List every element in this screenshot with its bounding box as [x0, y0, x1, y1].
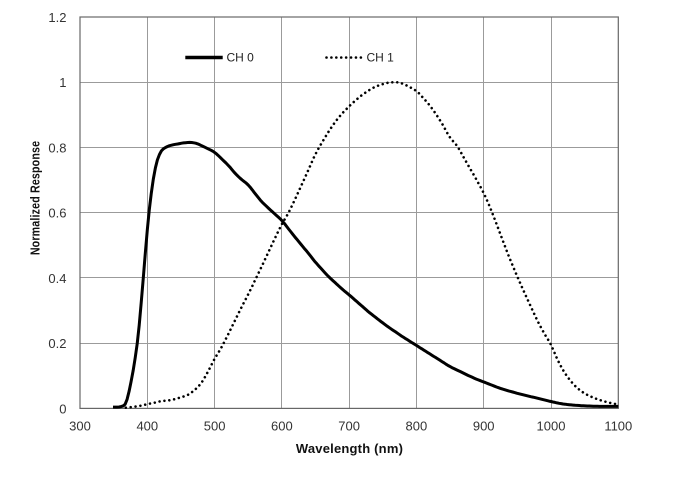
- svg-text:500: 500: [204, 419, 226, 434]
- svg-text:CH 1: CH 1: [367, 51, 395, 65]
- svg-text:1000: 1000: [537, 419, 566, 434]
- svg-text:Wavelength (nm): Wavelength (nm): [296, 441, 403, 456]
- svg-text:0.2: 0.2: [48, 336, 66, 351]
- svg-text:700: 700: [338, 419, 360, 434]
- svg-text:0.6: 0.6: [48, 206, 66, 221]
- svg-text:0: 0: [59, 401, 66, 416]
- svg-text:1.2: 1.2: [48, 10, 66, 25]
- svg-text:900: 900: [473, 419, 495, 434]
- svg-text:1100: 1100: [604, 419, 632, 434]
- svg-text:CH 0: CH 0: [227, 51, 255, 65]
- svg-text:600: 600: [271, 419, 293, 434]
- svg-text:Normalized Response: Normalized Response: [27, 141, 42, 256]
- svg-text:300: 300: [69, 419, 91, 434]
- svg-text:800: 800: [406, 419, 428, 434]
- svg-text:400: 400: [136, 419, 158, 434]
- svg-text:1: 1: [59, 75, 66, 90]
- svg-text:0.8: 0.8: [48, 140, 66, 155]
- svg-text:0.4: 0.4: [48, 271, 66, 286]
